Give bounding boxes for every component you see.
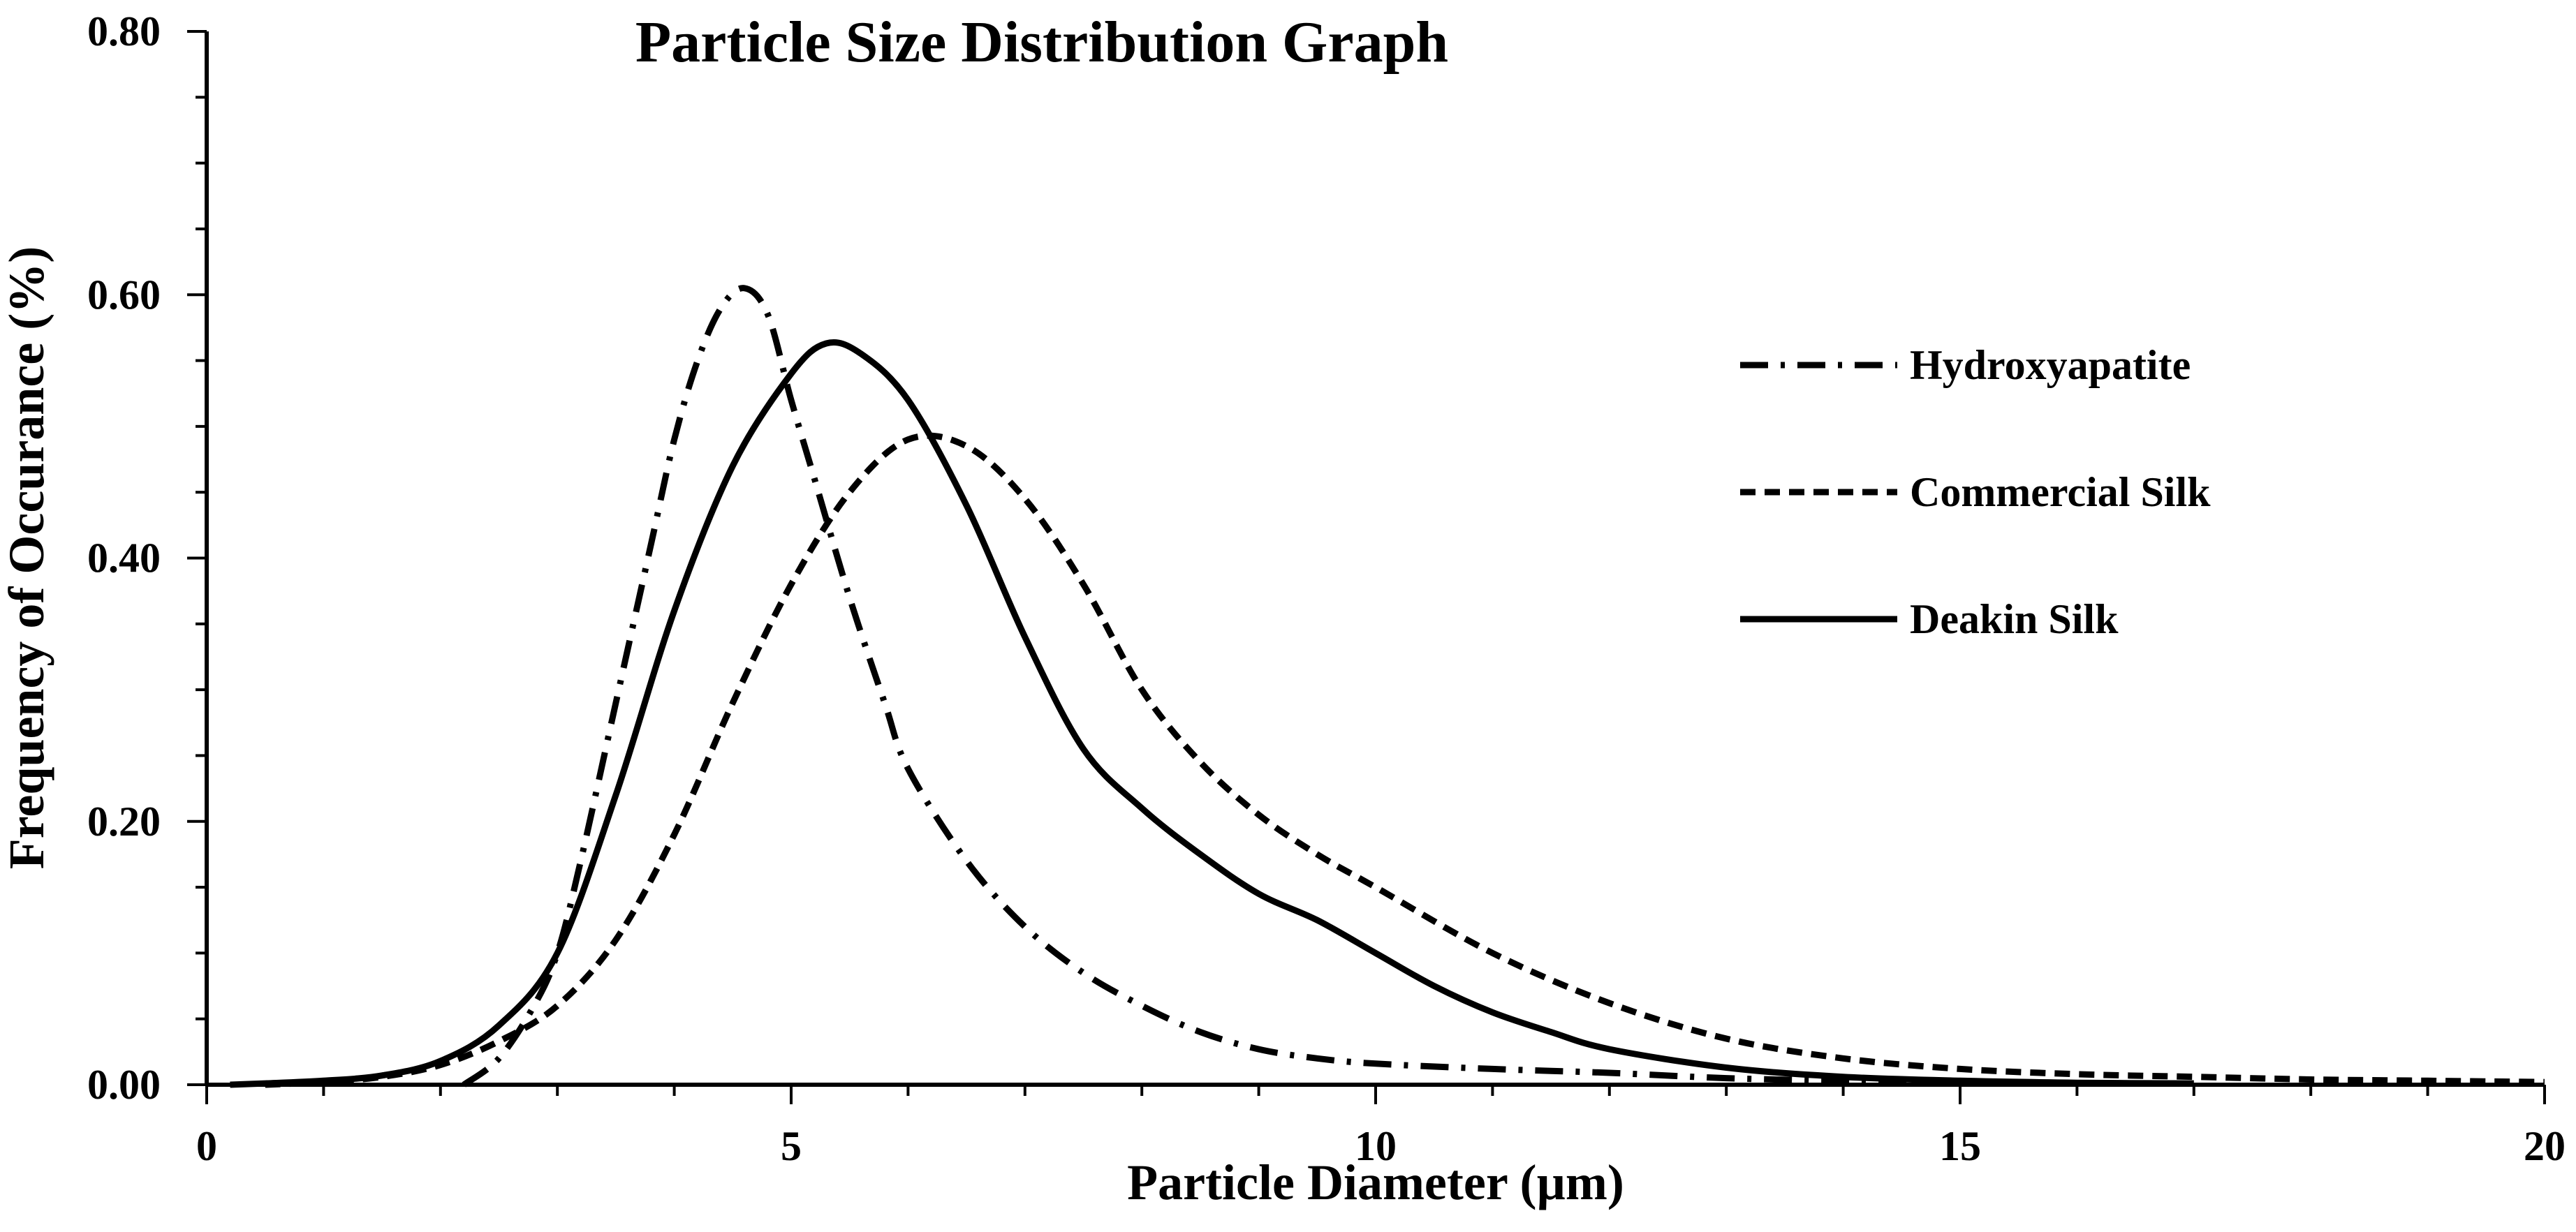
y-axis-label: Frequency of Occurance (%) (0, 246, 54, 869)
legend-label-hydroxyapatite: Hydroxyapatite (1910, 342, 2191, 388)
y-tick-label: 0.60 (87, 272, 161, 318)
x-tick-label: 0 (196, 1123, 217, 1169)
chart-title: Particle Size Distribution Graph (635, 10, 1448, 75)
series-line-deakin-silk (230, 339, 2194, 1088)
legend-label-commercial-silk: Commercial Silk (1910, 469, 2211, 515)
tick-labels: 0 5 10 15 20 0.00 0.20 0.40 0.60 0.80 (87, 8, 2566, 1169)
legend: Hydroxyapatite Commercial Silk Deakin Silk (1740, 342, 2211, 642)
axis-ticks (187, 30, 2546, 1104)
x-tick-label: 20 (2524, 1123, 2566, 1169)
axes (205, 31, 2545, 1087)
y-tick-label: 0.80 (87, 8, 161, 54)
x-tick-label: 15 (1939, 1123, 1981, 1169)
series-layer (230, 285, 2545, 1088)
series-line-hydroxyapatite (462, 285, 1961, 1088)
x-tick-label: 5 (781, 1123, 802, 1169)
x-tick-label: 10 (1355, 1123, 1397, 1169)
series-line-commercial-silk (265, 432, 2545, 1088)
y-tick-label: 0.40 (87, 535, 161, 581)
y-tick-label: 0.00 (87, 1062, 161, 1108)
legend-label-deakin-silk: Deakin Silk (1910, 596, 2119, 642)
x-axis-label: Particle Diameter (µm) (1127, 1155, 1624, 1210)
y-tick-label: 0.20 (87, 799, 161, 845)
